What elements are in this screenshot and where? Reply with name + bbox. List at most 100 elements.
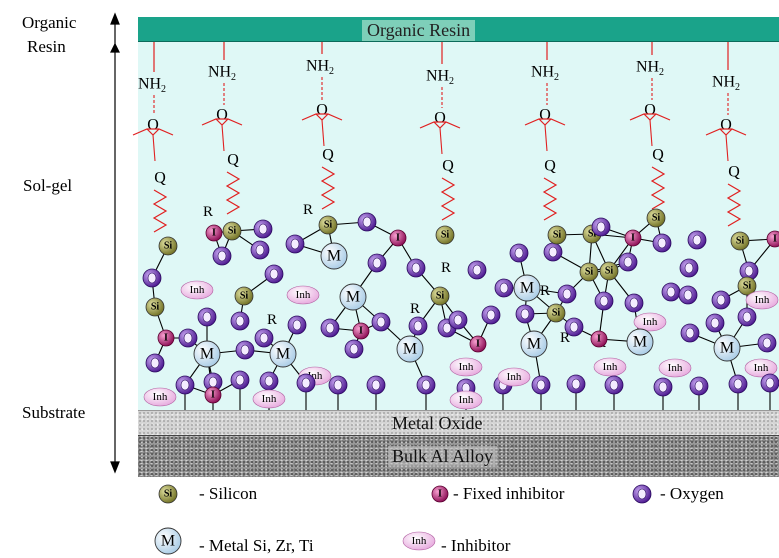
- oxygen-atom-core: [235, 374, 245, 386]
- silicon-atom-label: Si: [324, 220, 333, 231]
- inhibitor-label: Inh: [459, 361, 474, 373]
- epoxy-ring: [725, 128, 733, 136]
- inhibitor-molecule: [497, 367, 531, 387]
- inhibitor-label: Inh: [262, 393, 277, 405]
- epoxy-oxygen-label: O: [434, 110, 446, 127]
- oxygen-atom-core: [180, 379, 190, 391]
- oxygen-atom-core: [349, 343, 359, 355]
- oxygen-atom-core: [362, 216, 372, 228]
- tether-line: [544, 124, 548, 152]
- metal-atom-label: M: [527, 336, 541, 353]
- silicon-atom-label: Si: [605, 266, 614, 277]
- epoxy-ring: [146, 128, 154, 136]
- metal-atom: [626, 328, 654, 356]
- inhibitor-molecule: [402, 531, 436, 551]
- alkyl-chain: [542, 177, 558, 221]
- ether-oxygen-label: Q: [728, 164, 740, 181]
- epoxy-ring: [524, 118, 566, 126]
- oxygen-atom-core: [599, 295, 609, 307]
- oxygen-atom-core: [371, 379, 381, 391]
- inhibitor-label: Inh: [643, 316, 658, 328]
- amine-subscript: 2: [161, 84, 166, 95]
- epoxy-oxygen-label: O: [720, 117, 732, 134]
- oxygen-atom-core: [372, 257, 382, 269]
- amine-label: NH2: [712, 74, 740, 93]
- inhibitor-label: Inh: [153, 391, 168, 403]
- metal-atom-label: M: [276, 346, 290, 363]
- alkyl-chain: [650, 166, 666, 210]
- r-group-label: R: [441, 260, 451, 276]
- oxygen-atom-core: [376, 316, 386, 328]
- ether-oxygen-label: Q: [652, 147, 664, 164]
- silicon-atom-label: Si: [164, 241, 173, 252]
- oxygen-atom-core: [571, 378, 581, 390]
- alkyl-chain: [440, 177, 456, 221]
- metal-atom-label: M: [161, 533, 175, 550]
- inhibitor-molecule: [593, 357, 627, 377]
- silicon-atom: [318, 215, 338, 235]
- epoxy-ring: [649, 113, 657, 121]
- silicon-atom-label: Si: [736, 236, 745, 247]
- oxygen-atom-core: [536, 379, 546, 391]
- inhibitor-label: Inh: [507, 371, 522, 383]
- oxygen-atom-core: [596, 221, 606, 233]
- inhibitor-molecule: [286, 285, 320, 305]
- fixed-inhibitor-label: I: [773, 234, 777, 245]
- oxygen-atom-core: [609, 379, 619, 391]
- silicon-atom: [435, 225, 455, 245]
- amine-label: NH2: [208, 64, 236, 83]
- amine-subscript: 2: [659, 67, 664, 78]
- oxygen-atom-core: [486, 309, 496, 321]
- inhibitor-molecule: [180, 280, 214, 300]
- silicon-atom: [546, 303, 566, 323]
- fixed-inhibitor-atom: [469, 335, 487, 353]
- fixed-inhibitor-label: I: [631, 233, 635, 244]
- r-group-label: R: [410, 301, 420, 317]
- oxygen-atom-core: [692, 234, 702, 246]
- oxygen-atom-core: [453, 314, 463, 326]
- ether-oxygen-label: Q: [442, 158, 454, 175]
- oxygen-atom-core: [710, 317, 720, 329]
- ether-oxygen-label: Q: [154, 170, 166, 187]
- silicon-atom-label: Si: [588, 229, 597, 240]
- oxygen-atom-core: [269, 268, 279, 280]
- inhibitor-molecule: [658, 358, 692, 378]
- inhibitor-label: Inh: [412, 535, 427, 547]
- oxygen-atom-core: [569, 321, 579, 333]
- silicon-atom: [158, 484, 178, 504]
- amine-subscript: 2: [735, 82, 740, 93]
- bulk-alloy-label: Bulk Al Alloy: [388, 446, 498, 467]
- inhibitor-molecule: [633, 312, 667, 332]
- oxygen-atom-core: [264, 375, 274, 387]
- oxygen-atom-core: [733, 378, 743, 390]
- alkyl-chain: [152, 189, 168, 233]
- silicon-atom: [646, 208, 666, 228]
- r-group-label: R: [267, 312, 277, 328]
- label-sol-gel: Sol-gel: [23, 176, 73, 195]
- silicon-atom: [547, 225, 567, 245]
- tether-line: [725, 134, 729, 162]
- epoxy-ring: [439, 121, 447, 129]
- organic-resin-label: Organic Resin: [362, 20, 476, 41]
- epoxy-ring: [538, 118, 546, 126]
- organic-resin-layer: Organic Resin: [138, 17, 779, 42]
- oxygen-atom-core: [442, 322, 452, 334]
- oxygen-atom-core: [240, 344, 250, 356]
- fixed-inhibitor-atom: [157, 329, 175, 347]
- oxygen-atom-core: [292, 319, 302, 331]
- oxygen-atom-core: [413, 320, 423, 332]
- silicon-atom: [222, 221, 242, 241]
- inhibitor-label: Inh: [190, 284, 205, 296]
- fixed-inhibitor-atom: [624, 229, 642, 247]
- oxygen-atom-core: [685, 327, 695, 339]
- epoxy-ring: [215, 118, 223, 126]
- metal-atom: [513, 274, 541, 302]
- metal-atom-label: M: [720, 340, 734, 357]
- amine-subscript: 2: [554, 72, 559, 83]
- fixed-inhibitor-label: I: [396, 233, 400, 244]
- epoxy-ring: [544, 118, 552, 126]
- epoxy-ring: [705, 128, 747, 136]
- silicon-atom-label: Si: [652, 213, 661, 224]
- epoxy-ring: [433, 121, 441, 129]
